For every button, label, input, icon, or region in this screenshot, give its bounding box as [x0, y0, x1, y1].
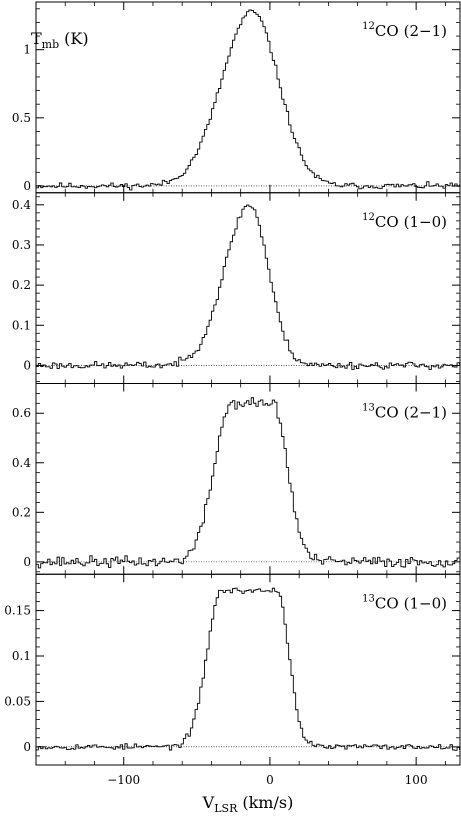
line-label-species: CO	[375, 213, 399, 231]
line-label-transition: (1−0)	[404, 213, 447, 231]
y-tick-label: 1	[23, 43, 31, 57]
line-label: 12CO (1−0)	[362, 212, 447, 231]
line-label-isotope: 12	[362, 21, 375, 32]
line-label: 12CO (2−1)	[362, 21, 447, 40]
x-tick-label: 100	[405, 773, 428, 787]
y-axis-label-unit: (K)	[64, 29, 88, 48]
panel-3: 0 0.2 0.4 0.6 13CO (2−1)	[12, 383, 461, 575]
line-label-transition: (2−1)	[404, 404, 447, 422]
spectrum-line	[36, 204, 460, 370]
y-tick-label: 0.05	[4, 694, 31, 708]
line-label-species: CO	[375, 404, 399, 422]
y-tick-label: 0	[23, 555, 31, 569]
y-axis-label: Tmb (K)	[31, 29, 89, 51]
x-tick-label: −100	[107, 773, 140, 787]
y-axis-label-sub: mb	[42, 38, 59, 51]
y-tick-label: 0.3	[12, 238, 31, 252]
line-label-isotope: 13	[362, 593, 375, 604]
panel-frame	[35, 573, 461, 766]
panel-2: 0 0.1 0.2 0.3 0.4 12CO (1−0)	[12, 192, 461, 384]
y-tick-label: 0.5	[12, 111, 31, 125]
x-axis-label-unit: (km/s)	[242, 793, 293, 812]
y-tick-label: 0.1	[12, 649, 31, 663]
y-axis-label-main: T	[31, 29, 42, 48]
y-tick-label: 0.2	[12, 278, 31, 292]
y-tick-label: 0	[23, 740, 31, 754]
x-tick-label: 0	[266, 773, 274, 787]
x-axis-label-main: V	[202, 793, 215, 812]
spectrum-line	[36, 587, 460, 751]
x-axis-label-sub: LSR	[214, 802, 238, 815]
y-tick-label: 0.1	[12, 318, 31, 332]
y-tick-label: 0	[23, 179, 31, 193]
line-label-species: CO	[375, 22, 399, 40]
y-tick-label: 0.2	[12, 505, 31, 519]
line-label-transition: (2−1)	[404, 22, 447, 40]
spectrum-line	[36, 9, 460, 191]
y-tick-label: 0	[23, 358, 31, 372]
y-tick-label: 0.4	[12, 456, 31, 470]
y-tick-label: 0.6	[12, 406, 31, 420]
line-label: 13CO (1−0)	[362, 593, 447, 612]
panel-4: 0 0.05 0.1 0.15 −100 0 100 13CO (1−0)	[4, 573, 461, 787]
spectrum-line	[36, 397, 460, 569]
x-axis-label: VLSR (km/s)	[202, 793, 294, 815]
y-tick-label: 0.4	[12, 198, 31, 212]
line-label-species: CO	[375, 594, 399, 612]
y-tick-label: 0.15	[4, 604, 31, 618]
line-label-isotope: 13	[362, 403, 375, 414]
line-label-transition: (1−0)	[404, 594, 447, 612]
line-label-isotope: 12	[362, 212, 375, 223]
line-label: 13CO (2−1)	[362, 403, 447, 422]
